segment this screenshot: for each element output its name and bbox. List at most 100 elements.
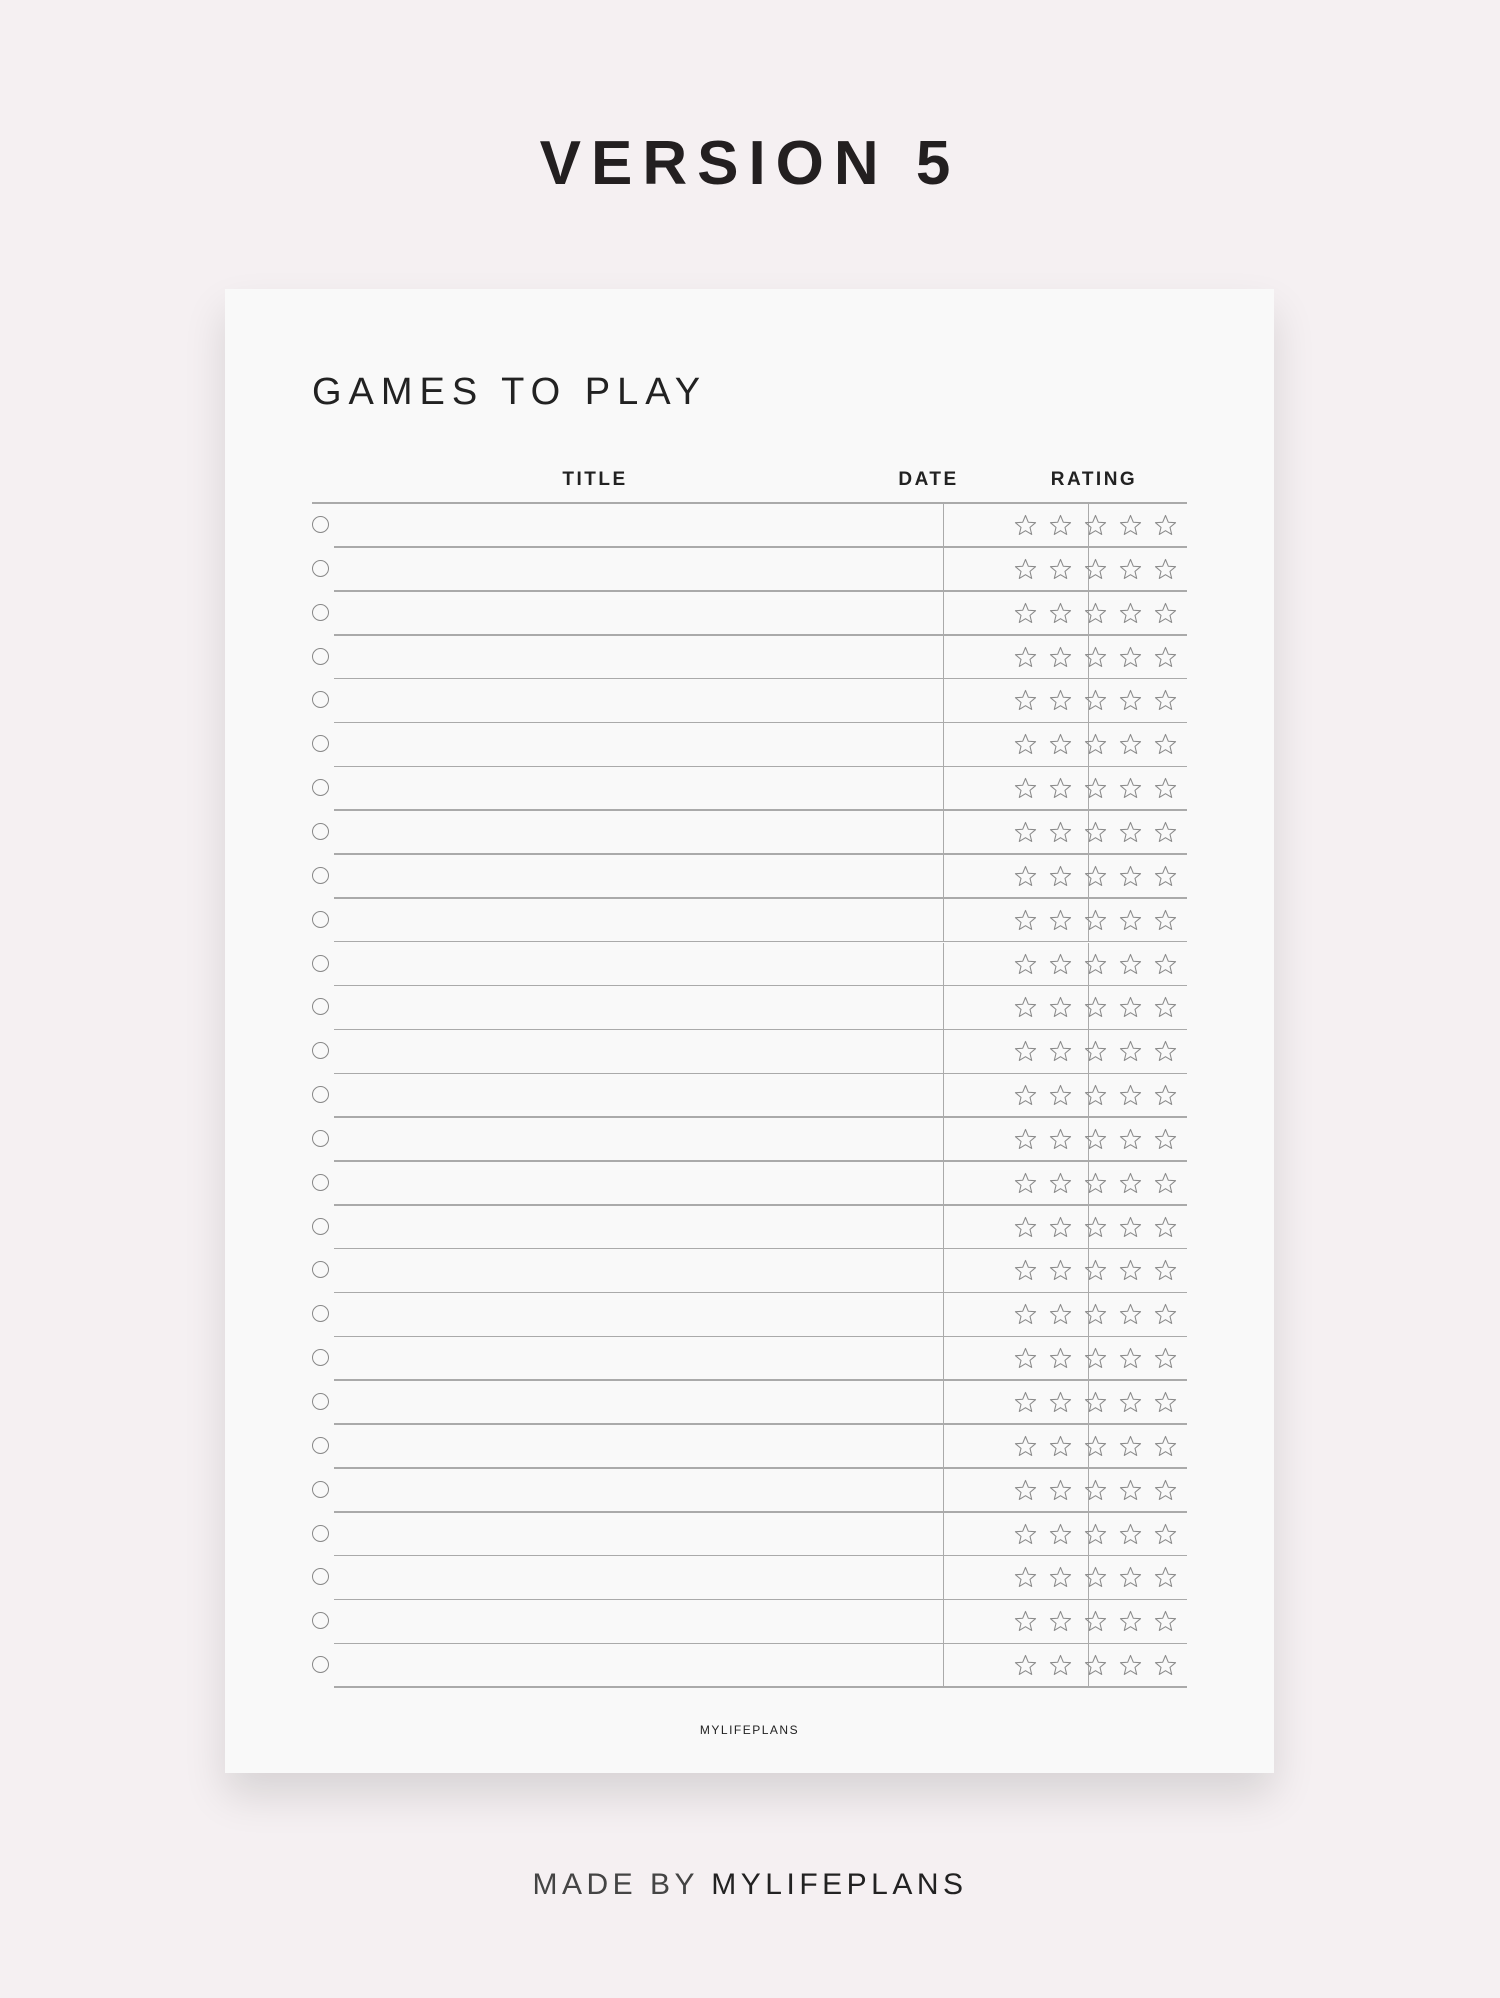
star-icon[interactable]	[1049, 646, 1072, 668]
star-icon[interactable]	[1084, 602, 1107, 624]
star-icon[interactable]	[1154, 1566, 1177, 1588]
star-icon[interactable]	[1049, 1084, 1072, 1106]
star-icon[interactable]	[1084, 1040, 1107, 1062]
star-icon[interactable]	[1014, 1566, 1037, 1588]
star-icon[interactable]	[1049, 1216, 1072, 1238]
star-icon[interactable]	[1049, 1435, 1072, 1457]
title-cell[interactable]	[334, 986, 943, 1030]
star-icon[interactable]	[1154, 1610, 1177, 1632]
title-cell[interactable]	[334, 855, 943, 899]
title-cell[interactable]	[334, 504, 943, 548]
star-icon[interactable]	[1154, 1259, 1177, 1281]
checkbox-circle[interactable]	[312, 1042, 329, 1060]
title-cell[interactable]	[334, 1556, 943, 1600]
star-icon[interactable]	[1084, 1566, 1107, 1588]
star-icon[interactable]	[1154, 602, 1177, 624]
star-icon[interactable]	[1014, 1172, 1037, 1194]
star-icon[interactable]	[1154, 1040, 1177, 1062]
star-icon[interactable]	[1119, 1259, 1142, 1281]
checkbox-circle[interactable]	[312, 1349, 329, 1367]
star-icon[interactable]	[1084, 777, 1107, 799]
star-icon[interactable]	[1084, 1347, 1107, 1369]
star-icon[interactable]	[1119, 1610, 1142, 1632]
checkbox-circle[interactable]	[312, 822, 329, 840]
star-icon[interactable]	[1014, 909, 1037, 931]
star-icon[interactable]	[1119, 865, 1142, 887]
star-icon[interactable]	[1014, 777, 1037, 799]
checkbox-circle[interactable]	[312, 647, 329, 665]
star-icon[interactable]	[1119, 733, 1142, 755]
title-cell[interactable]	[334, 1249, 943, 1293]
title-cell[interactable]	[334, 943, 943, 987]
star-icon[interactable]	[1014, 1216, 1037, 1238]
title-cell[interactable]	[334, 1600, 943, 1644]
title-cell[interactable]	[334, 592, 943, 636]
title-cell[interactable]	[334, 679, 943, 723]
star-icon[interactable]	[1119, 558, 1142, 580]
title-cell[interactable]	[334, 1381, 943, 1425]
star-icon[interactable]	[1014, 1479, 1037, 1501]
checkbox-circle[interactable]	[312, 1217, 329, 1235]
star-icon[interactable]	[1049, 1523, 1072, 1545]
checkbox-circle[interactable]	[312, 1480, 329, 1498]
star-icon[interactable]	[1084, 909, 1107, 931]
checkbox-circle[interactable]	[312, 1524, 329, 1542]
star-icon[interactable]	[1014, 558, 1037, 580]
star-icon[interactable]	[1049, 514, 1072, 536]
star-icon[interactable]	[1119, 777, 1142, 799]
star-icon[interactable]	[1014, 1391, 1037, 1413]
star-icon[interactable]	[1049, 1566, 1072, 1588]
star-icon[interactable]	[1084, 1216, 1107, 1238]
star-icon[interactable]	[1154, 1654, 1177, 1676]
checkbox-circle[interactable]	[312, 1656, 329, 1674]
star-icon[interactable]	[1154, 953, 1177, 975]
star-icon[interactable]	[1119, 1128, 1142, 1150]
checkbox-circle[interactable]	[312, 910, 329, 928]
checkbox-circle[interactable]	[312, 866, 329, 884]
star-icon[interactable]	[1014, 1259, 1037, 1281]
star-icon[interactable]	[1119, 646, 1142, 668]
star-icon[interactable]	[1049, 865, 1072, 887]
star-icon[interactable]	[1014, 865, 1037, 887]
checkbox-circle[interactable]	[312, 691, 329, 709]
star-icon[interactable]	[1084, 953, 1107, 975]
title-cell[interactable]	[334, 767, 943, 811]
star-icon[interactable]	[1154, 865, 1177, 887]
star-icon[interactable]	[1119, 1303, 1142, 1325]
star-icon[interactable]	[1049, 558, 1072, 580]
star-icon[interactable]	[1154, 558, 1177, 580]
checkbox-circle[interactable]	[312, 516, 329, 533]
checkbox-circle[interactable]	[312, 1393, 329, 1410]
star-icon[interactable]	[1119, 909, 1142, 931]
star-icon[interactable]	[1154, 909, 1177, 931]
star-icon[interactable]	[1049, 1128, 1072, 1150]
checkbox-circle[interactable]	[312, 1612, 329, 1630]
star-icon[interactable]	[1049, 733, 1072, 755]
star-icon[interactable]	[1084, 1172, 1107, 1194]
star-icon[interactable]	[1049, 821, 1072, 843]
star-icon[interactable]	[1014, 1610, 1037, 1632]
star-icon[interactable]	[1154, 1391, 1177, 1413]
star-icon[interactable]	[1049, 1610, 1072, 1632]
title-cell[interactable]	[334, 811, 943, 855]
star-icon[interactable]	[1014, 602, 1037, 624]
star-icon[interactable]	[1049, 777, 1072, 799]
star-icon[interactable]	[1119, 1654, 1142, 1676]
star-icon[interactable]	[1049, 602, 1072, 624]
star-icon[interactable]	[1119, 1479, 1142, 1501]
title-cell[interactable]	[334, 723, 943, 767]
star-icon[interactable]	[1049, 1654, 1072, 1676]
star-icon[interactable]	[1084, 558, 1107, 580]
star-icon[interactable]	[1084, 865, 1107, 887]
star-icon[interactable]	[1084, 1435, 1107, 1457]
star-icon[interactable]	[1014, 1654, 1037, 1676]
star-icon[interactable]	[1119, 689, 1142, 711]
title-cell[interactable]	[334, 1293, 943, 1337]
title-cell[interactable]	[334, 1337, 943, 1381]
checkbox-circle[interactable]	[312, 559, 329, 577]
star-icon[interactable]	[1014, 1435, 1037, 1457]
star-icon[interactable]	[1049, 1172, 1072, 1194]
star-icon[interactable]	[1154, 1303, 1177, 1325]
star-icon[interactable]	[1119, 1566, 1142, 1588]
star-icon[interactable]	[1154, 1172, 1177, 1194]
